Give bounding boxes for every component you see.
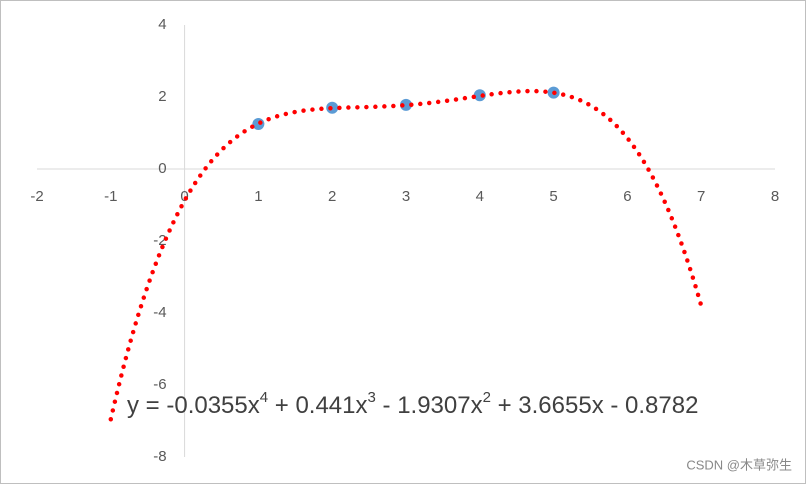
trendline-equation: y = -0.0355x4 + 0.441x3 - 1.9307x2 + 3.6… [127, 389, 698, 419]
y-tick-label: -2 [153, 232, 166, 249]
x-tick-label: -1 [104, 188, 117, 205]
data-point [473, 89, 486, 102]
x-tick-label: 4 [476, 188, 484, 205]
x-tick-label: 7 [697, 188, 705, 205]
y-tick-label: -8 [153, 448, 166, 465]
data-point [400, 98, 412, 111]
x-tick-label: 6 [623, 188, 631, 205]
equation-part: - 1.9307x [376, 392, 483, 419]
data-point [252, 118, 265, 130]
x-tick-label: -2 [30, 188, 43, 205]
x-tick-label: 8 [771, 188, 779, 205]
x-tick-label: 3 [402, 188, 410, 205]
equation-exponent: 4 [260, 389, 268, 406]
equation-part: y = -0.0355x [127, 392, 260, 419]
x-tick-label: 1 [254, 188, 262, 205]
x-tick-label: 5 [549, 188, 557, 205]
x-tick-label: 0 [180, 188, 188, 205]
y-tick-label: 4 [158, 16, 166, 33]
x-tick-label: 2 [328, 188, 336, 205]
y-tick-label: -6 [153, 376, 166, 393]
equation-exponent: 2 [483, 389, 491, 406]
watermark: CSDN @木草弥生 [686, 457, 792, 472]
y-tick-label: -4 [153, 304, 166, 321]
equation-part: + 0.441x [268, 392, 367, 419]
y-tick-label: 0 [158, 160, 166, 177]
equation-part: + 3.6655x - 0.8782 [491, 392, 699, 419]
equation-exponent: 3 [368, 389, 376, 406]
y-tick-label: 2 [158, 88, 166, 105]
trendline [108, 88, 704, 422]
